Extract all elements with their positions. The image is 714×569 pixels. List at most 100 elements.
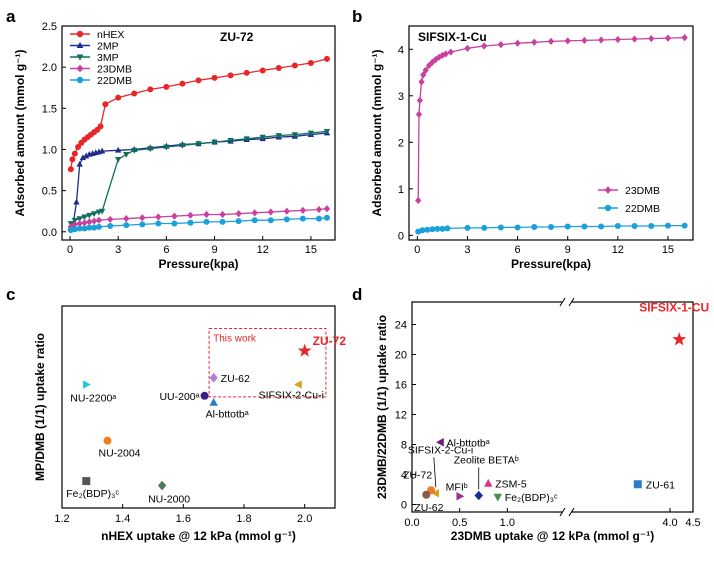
point-nu-2000: NU-2000: [148, 480, 190, 506]
point-mfi: MFIᵇ: [446, 481, 468, 501]
x-tick-label: 1.6: [176, 513, 191, 525]
data-point: [115, 156, 122, 163]
x-axis-label: 23DMB uptake @ 12 kPa (mmol g⁻¹): [451, 529, 654, 543]
legend-marker: [604, 204, 612, 212]
x-tick-label: 12: [612, 244, 624, 256]
data-point: [147, 146, 154, 153]
data-point: [195, 77, 202, 84]
series-22dmb: [415, 222, 688, 235]
point-label: ZU-72: [313, 334, 347, 348]
panel-d: 0.0 0.5 1.0 4.0 4.5 0 4 8 12 16 20 24 23DMB uptake @…: [352, 285, 709, 543]
y-tick-label: 24: [395, 320, 407, 332]
break-mask-top: [562, 299, 572, 305]
legend-entry-23dmb: 23DMB: [598, 185, 660, 197]
data-point: [91, 224, 98, 231]
data-point: [474, 490, 483, 501]
data-point: [187, 211, 194, 219]
data-point: [548, 223, 554, 230]
x-tick-label: 15: [305, 244, 317, 256]
point-label: SIFSIX-1-CU: [639, 301, 709, 315]
data-point: [103, 436, 112, 445]
data-point: [81, 219, 88, 227]
data-point: [422, 66, 429, 74]
point-label: Al-bttotbᵃ: [206, 409, 249, 421]
data-point: [315, 205, 323, 214]
data-point: [76, 219, 83, 228]
data-point: [209, 373, 218, 383]
x-tick-label: 4.5: [685, 517, 700, 529]
data-point: [307, 60, 314, 67]
data-point: [219, 218, 226, 225]
data-point: [307, 130, 315, 137]
legend-entry-23dmb: 23DMB: [70, 64, 132, 76]
x-tick-label: 9: [565, 244, 571, 256]
point-label: UU-200ᵃ: [159, 391, 199, 403]
data-point: [493, 493, 502, 502]
x-tick-label: 0.5: [452, 517, 467, 529]
data-point: [424, 226, 431, 233]
data-point: [123, 152, 130, 158]
data-point: [81, 225, 88, 232]
point-label: ZSM-5: [495, 479, 527, 491]
point-label: ZU-62: [414, 502, 443, 514]
data-point: [203, 210, 210, 219]
y-tick-label: 1.5: [42, 103, 57, 115]
data-point: [102, 101, 109, 108]
data-point: [514, 224, 521, 231]
plot-frame: [411, 301, 694, 513]
data-point: [531, 38, 538, 46]
legend-marker: [76, 76, 84, 84]
this-work-label: This work: [213, 333, 257, 344]
data-point: [267, 208, 274, 216]
data-point: [283, 216, 290, 223]
data-point: [442, 50, 449, 58]
data-point: [464, 224, 471, 231]
data-point: [416, 96, 424, 105]
data-point: [631, 223, 638, 230]
point-zu-72: ZU-72: [403, 469, 436, 495]
series-3mp: [67, 128, 331, 227]
data-point: [157, 480, 167, 491]
x-tick-label: 9: [211, 244, 217, 256]
data-point: [294, 380, 302, 389]
data-point: [95, 216, 103, 224]
x-tick-label: 0: [414, 244, 420, 256]
x-tick-label: 0.0: [404, 517, 419, 529]
data-point: [275, 133, 282, 139]
point-label: ZU-61: [646, 479, 675, 491]
data-point: [681, 222, 688, 229]
data-point: [211, 139, 218, 146]
x-tick-label: 15: [662, 244, 674, 256]
data-point: [243, 136, 250, 143]
y-tick-label: 0.5: [42, 186, 57, 198]
data-point: [131, 147, 138, 154]
data-point: [179, 80, 186, 87]
x-axis-label: nHEX uptake @ 12 kPa (mmol g⁻¹): [101, 529, 296, 543]
data-point: [323, 55, 330, 62]
data-point: [547, 37, 555, 45]
data-point: [251, 217, 258, 224]
data-point: [598, 223, 605, 230]
data-point: [633, 480, 642, 489]
legend-entry-nhex: nHEX: [70, 29, 124, 41]
x-tick-label: 12: [257, 244, 269, 256]
x-tick-label: 0: [67, 244, 73, 256]
data-point: [97, 123, 104, 130]
legend-entry-22dmb: 22DMB: [70, 75, 132, 87]
data-point: [171, 220, 178, 227]
point-label: NU-2200ᵃ: [70, 393, 116, 405]
y-axis-label: Adsorbed amount (mmol g⁻¹): [13, 50, 27, 217]
data-point: [67, 166, 74, 173]
y-tick-label: 20: [395, 350, 407, 362]
x-axis-label: Pressure(kpa): [158, 257, 238, 271]
data-point: [267, 217, 274, 224]
data-point: [484, 478, 493, 487]
data-point: [98, 208, 106, 215]
y-tick-label: 0: [401, 500, 407, 512]
data-point: [291, 132, 299, 139]
x-tick-label: 1.0: [500, 517, 515, 529]
data-point: [429, 226, 436, 233]
data-point: [76, 160, 83, 167]
data-point: [69, 156, 76, 163]
break-mask-bottom: [562, 509, 572, 515]
